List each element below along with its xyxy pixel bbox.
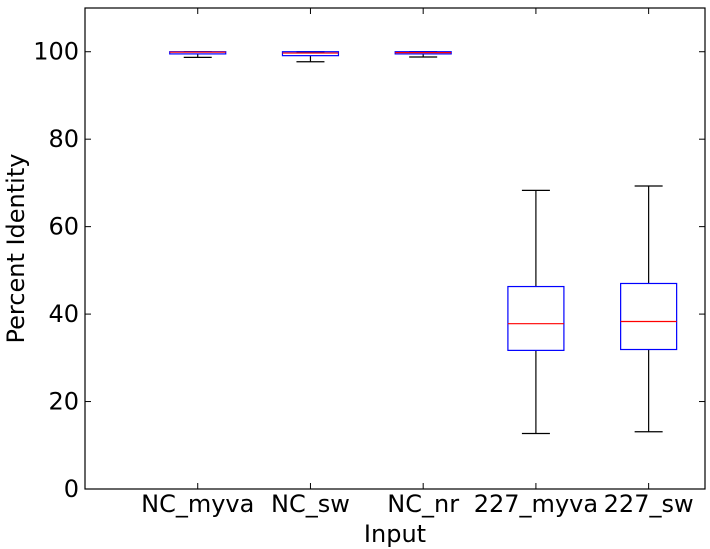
y-tick-label: 60 bbox=[48, 213, 79, 241]
y-tick-label: 80 bbox=[48, 125, 79, 153]
x-tick-label: 227_myva bbox=[474, 490, 598, 518]
box-NC_myva bbox=[169, 51, 227, 59]
x-axis: NC_myva NC_sw NC_nr 227_myva 227_sw bbox=[141, 8, 694, 518]
box-227_sw bbox=[620, 185, 678, 433]
box-227_myva bbox=[507, 189, 565, 435]
plot-frame bbox=[84, 7, 706, 490]
x-tick-label: NC_sw bbox=[271, 490, 350, 518]
iqr-box bbox=[620, 282, 678, 351]
x-tick-label: NC_myva bbox=[141, 490, 254, 518]
y-tick-label: 20 bbox=[48, 388, 79, 416]
y-tick-label: 0 bbox=[64, 475, 79, 503]
y-tick-label: 100 bbox=[33, 38, 79, 66]
y-tick-label: 40 bbox=[48, 300, 79, 328]
x-tick-label: NC_nr bbox=[387, 490, 459, 518]
iqr-box bbox=[507, 285, 565, 351]
iqr-box bbox=[281, 51, 340, 57]
y-axis-label: Percent Identity bbox=[2, 154, 30, 344]
plot-marks bbox=[169, 51, 678, 435]
x-axis-label: Input bbox=[364, 520, 426, 548]
box-NC_nr bbox=[394, 51, 452, 58]
x-tick-label: 227_sw bbox=[604, 490, 694, 518]
y-axis: 0 20 40 60 80 100 bbox=[33, 38, 705, 503]
box-NC_sw bbox=[281, 51, 340, 63]
